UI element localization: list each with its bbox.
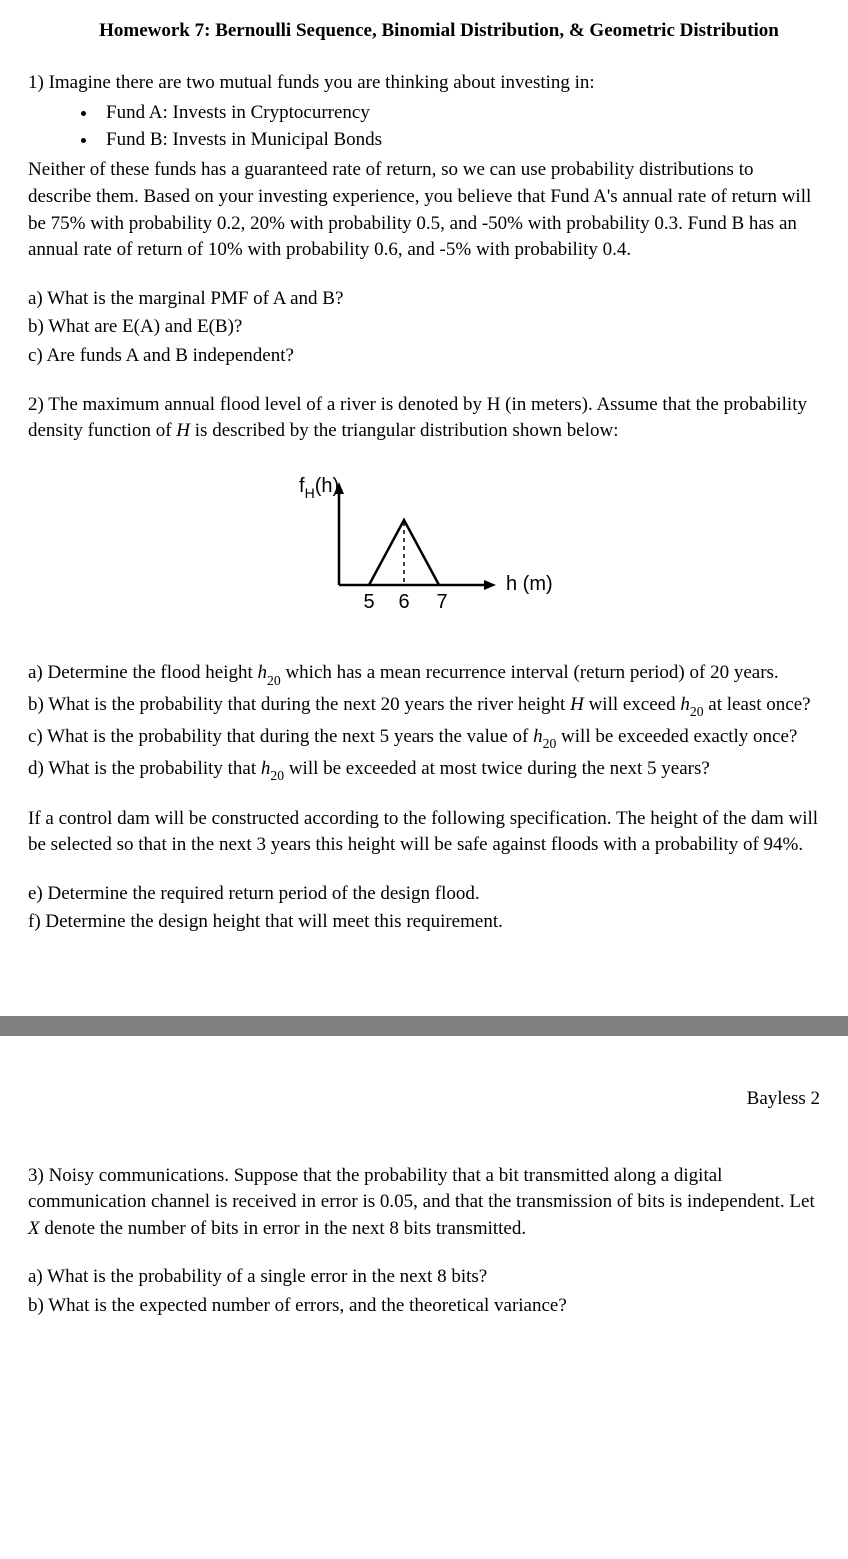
tick-6: 6 [398,591,409,613]
q1-bullet-b: Fund B: Invests in Municipal Bonds [98,127,820,154]
tick-7: 7 [436,591,447,613]
q2-d-var: h [261,758,271,779]
q3-intro: 3) Noisy communications. Suppose that th… [28,1163,820,1243]
y-axis-label: fH(h) [299,475,339,501]
q2-f: f) Determine the design height that will… [28,909,820,936]
q3-b: b) What is the expected number of errors… [28,1293,820,1320]
q2-b: b) What is the probability that during t… [28,692,820,720]
page-2-header: Bayless 2 [0,1036,848,1163]
q2-c-pre: c) What is the probability that during t… [28,726,533,747]
page-divider [0,1016,848,1036]
q3-intro-var: X [28,1218,40,1239]
q2-c-var: h [533,726,543,747]
q1-a: a) What is the marginal PMF of A and B? [28,286,820,313]
q2-d-post: will be exceeded at most twice during th… [284,758,710,779]
q1-c: c) Are funds A and B independent? [28,343,820,370]
q2-b-pre: b) What is the probability that during t… [28,694,570,715]
q2-ef: e) Determine the required return period … [28,881,820,936]
q2-diagram-container: fH(h) 5 6 7 h (m) [28,470,820,630]
triangular-distribution-diagram: fH(h) 5 6 7 h (m) [274,470,574,630]
page-2: 3) Noisy communications. Suppose that th… [0,1163,848,1360]
x-axis-label: h (m) [506,573,553,595]
q2-d: d) What is the probability that h20 will… [28,756,820,784]
q2-b-H: H [570,694,584,715]
q2-intro: 2) The maximum annual flood level of a r… [28,392,820,445]
triangle-pdf [369,520,439,585]
q2-b-sub: 20 [690,704,704,719]
q2-a-pre: a) Determine the flood height [28,662,258,683]
q2-a-sub: 20 [267,673,281,688]
q2-dam-paragraph: If a control dam will be constructed acc… [28,806,820,859]
document-title: Homework 7: Bernoulli Sequence, Binomial… [28,18,820,45]
q3-a: a) What is the probability of a single e… [28,1264,820,1291]
q2-intro-var: H [176,420,190,441]
q2-e: e) Determine the required return period … [28,881,820,908]
q2-b-post: at least once? [704,694,811,715]
q2-a-post: which has a mean recurrence interval (re… [281,662,779,683]
q1-bullet-a: Fund A: Invests in Cryptocurrency [98,100,820,127]
q1-bullets: Fund A: Invests in Cryptocurrency Fund B… [28,100,820,153]
q2-intro-post: is described by the triangular distribut… [190,420,618,441]
q2-c-post: will be exceeded exactly once? [556,726,797,747]
q2-d-sub: 20 [270,768,284,783]
q2-c-sub: 20 [543,736,557,751]
q3-intro-pre: 3) Noisy communications. Suppose that th… [28,1165,815,1213]
x-axis-arrow [484,580,496,590]
y-label-sub: H [305,485,315,501]
q2-d-pre: d) What is the probability that [28,758,261,779]
q1-b: b) What are E(A) and E(B)? [28,314,820,341]
q2-b-var: h [680,694,690,715]
q1-body: Neither of these funds has a guaranteed … [28,157,820,263]
q2-a: a) Determine the flood height h20 which … [28,660,820,688]
q1-subquestions: a) What is the marginal PMF of A and B? … [28,286,820,370]
q2-c: c) What is the probability that during t… [28,724,820,752]
q2-a-var: h [258,662,268,683]
q3-intro-post: denote the number of bits in error in th… [40,1218,527,1239]
q1-intro: 1) Imagine there are two mutual funds yo… [28,70,820,97]
page-1: Homework 7: Bernoulli Sequence, Binomial… [0,0,848,976]
tick-5: 5 [363,591,374,613]
q3-subquestions: a) What is the probability of a single e… [28,1264,820,1319]
q2-b-mid: will exceed [584,694,681,715]
